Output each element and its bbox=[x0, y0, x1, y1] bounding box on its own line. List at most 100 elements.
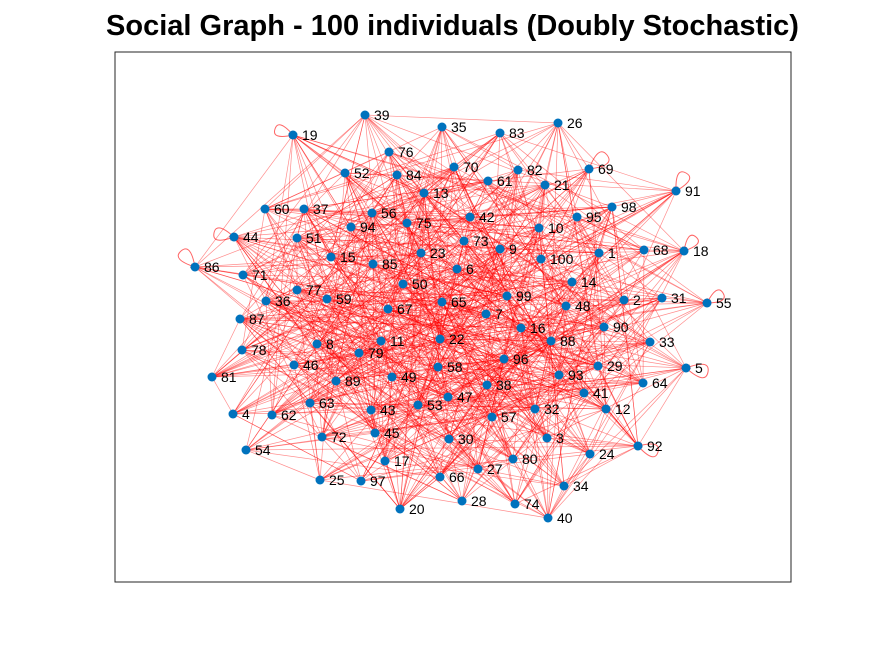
edge bbox=[520, 327, 548, 439]
graph-node-15 bbox=[326, 252, 336, 262]
edge bbox=[453, 166, 508, 297]
node-label-23: 23 bbox=[430, 245, 446, 261]
node-label-38: 38 bbox=[496, 377, 512, 393]
graph-node-44 bbox=[229, 232, 239, 242]
graph-node-7 bbox=[481, 309, 491, 319]
edge bbox=[309, 226, 352, 404]
edge bbox=[546, 367, 687, 439]
edge bbox=[303, 208, 422, 254]
edge bbox=[372, 263, 508, 297]
edge bbox=[321, 226, 352, 438]
edge bbox=[326, 298, 360, 354]
edge bbox=[194, 266, 441, 478]
edge bbox=[309, 358, 505, 404]
edge bbox=[233, 236, 443, 303]
node-label-42: 42 bbox=[479, 209, 495, 225]
edge bbox=[538, 227, 565, 487]
node-label-53: 53 bbox=[427, 397, 443, 413]
edge bbox=[296, 237, 552, 342]
edge bbox=[265, 134, 294, 302]
node-label-77: 77 bbox=[306, 282, 322, 298]
edge bbox=[576, 216, 625, 301]
edge bbox=[271, 250, 685, 416]
edge bbox=[477, 392, 585, 470]
edge bbox=[576, 216, 600, 254]
node-label-3: 3 bbox=[556, 430, 564, 446]
edge bbox=[309, 402, 607, 410]
edge bbox=[402, 192, 425, 285]
edge bbox=[499, 132, 645, 251]
node-label-39: 39 bbox=[374, 107, 390, 123]
node-label-21: 21 bbox=[554, 177, 570, 193]
edge bbox=[265, 300, 273, 416]
edge bbox=[233, 236, 501, 250]
edge bbox=[264, 208, 479, 470]
edge bbox=[326, 298, 552, 342]
edge bbox=[399, 340, 552, 510]
graph-node-56 bbox=[367, 208, 377, 218]
node-label-70: 70 bbox=[463, 159, 479, 175]
edge bbox=[296, 208, 305, 239]
edge bbox=[546, 122, 559, 439]
edge bbox=[350, 192, 425, 228]
edge bbox=[264, 208, 374, 265]
edge bbox=[245, 380, 337, 451]
edge bbox=[447, 396, 516, 505]
edge bbox=[486, 250, 685, 386]
edge bbox=[423, 192, 441, 340]
edge bbox=[242, 184, 546, 276]
edge bbox=[506, 295, 536, 410]
node-label-71: 71 bbox=[252, 267, 268, 283]
edge bbox=[514, 392, 585, 505]
graph-node-100 bbox=[536, 254, 546, 264]
edge bbox=[245, 208, 305, 451]
edge bbox=[512, 249, 645, 460]
edge bbox=[571, 190, 677, 283]
edge bbox=[486, 382, 644, 386]
edge bbox=[520, 190, 677, 329]
edge bbox=[461, 374, 560, 502]
edge bbox=[194, 114, 366, 268]
edge bbox=[271, 190, 677, 416]
edge bbox=[293, 327, 522, 366]
edge bbox=[271, 382, 644, 416]
edge bbox=[441, 301, 565, 487]
edge bbox=[520, 327, 549, 519]
edge bbox=[384, 376, 393, 462]
edge bbox=[303, 208, 382, 342]
edge bbox=[330, 256, 449, 398]
edge bbox=[448, 248, 501, 440]
edge bbox=[316, 180, 489, 345]
edge bbox=[370, 169, 519, 411]
edge bbox=[447, 281, 573, 398]
edge bbox=[417, 367, 687, 406]
node-label-20: 20 bbox=[409, 501, 425, 517]
edge bbox=[335, 380, 514, 460]
graph-node-59 bbox=[322, 294, 332, 304]
edge bbox=[233, 236, 536, 410]
edge bbox=[441, 301, 549, 519]
edge bbox=[296, 237, 419, 406]
edge bbox=[388, 151, 508, 297]
self-loop-edge bbox=[273, 124, 294, 139]
graph-node-52 bbox=[340, 168, 350, 178]
edge bbox=[520, 327, 599, 367]
edge bbox=[296, 289, 708, 304]
graph-node-63 bbox=[305, 398, 315, 408]
graph-node-91 bbox=[671, 186, 681, 196]
edge bbox=[417, 404, 514, 460]
edge bbox=[233, 236, 516, 505]
edge bbox=[463, 240, 645, 251]
edge bbox=[326, 298, 488, 386]
edge bbox=[296, 289, 508, 297]
edge bbox=[469, 168, 590, 218]
edge bbox=[387, 206, 613, 310]
node-label-12: 12 bbox=[615, 401, 631, 417]
edge bbox=[264, 208, 540, 229]
edge bbox=[316, 343, 450, 440]
graph-node-41 bbox=[579, 388, 589, 398]
edge bbox=[316, 132, 501, 345]
edge bbox=[211, 132, 501, 378]
edge bbox=[326, 222, 408, 300]
node-label-31: 31 bbox=[671, 290, 687, 306]
